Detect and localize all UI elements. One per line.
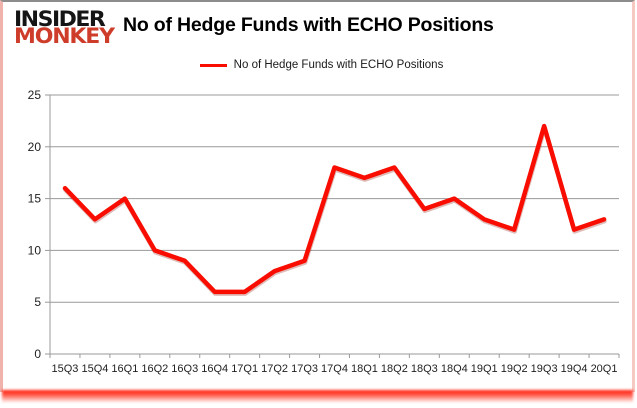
x-axis-label-18Q2: 18Q2 (381, 363, 408, 375)
x-axis-label-17Q3: 17Q3 (291, 363, 318, 375)
y-axis-label-0: 0 (34, 347, 41, 361)
insider-monkey-logo: INSIDER MONKEY (14, 8, 115, 50)
x-axis-label-15Q4: 15Q4 (81, 363, 108, 375)
x-axis-label-18Q3: 18Q3 (411, 363, 438, 375)
x-axis-label-19Q1: 19Q1 (471, 363, 498, 375)
x-axis-label-15Q3: 15Q3 (52, 363, 79, 375)
x-axis-label-16Q2: 16Q2 (141, 363, 168, 375)
y-axis-label-10: 10 (28, 243, 42, 257)
chart-title: No of Hedge Funds with ECHO Positions (123, 14, 494, 36)
series-line-shadow (63, 125, 607, 296)
x-axis-label-16Q4: 16Q4 (201, 363, 228, 375)
y-axis-label-25: 25 (28, 88, 42, 102)
x-axis-label-18Q4: 18Q4 (441, 363, 468, 375)
y-axis-label-15: 15 (28, 192, 42, 206)
x-axis-label-19Q2: 19Q2 (501, 363, 528, 375)
x-axis-label-17Q4: 17Q4 (321, 363, 348, 375)
x-axis-label-17Q1: 17Q1 (231, 363, 258, 375)
chart-card: INSIDER MONKEY No of Hedge Funds with EC… (0, 0, 635, 392)
x-axis-label-20Q1: 20Q1 (591, 363, 618, 375)
y-axis-label-20: 20 (28, 140, 42, 154)
logo-text-insider: INSIDER (14, 8, 106, 32)
x-axis-label-19Q4: 19Q4 (561, 363, 588, 375)
chart-legend: No of Hedge Funds with ECHO Positions (3, 59, 637, 71)
series-line-No of Hedge Funds with ECHO Positions (62, 123, 607, 295)
logo-text-monkey: MONKEY (14, 25, 115, 50)
x-axis-label-16Q1: 16Q1 (111, 363, 138, 375)
legend-line-marker (199, 63, 227, 67)
x-axis-label-18Q1: 18Q1 (351, 363, 378, 375)
x-axis-label-17Q2: 17Q2 (261, 363, 288, 375)
legend-label: No of Hedge Funds with ECHO Positions (233, 59, 444, 71)
y-axis-label-5: 5 (34, 295, 41, 309)
card-bottom-glow (2, 390, 633, 403)
x-axis-label-19Q3: 19Q3 (531, 363, 558, 375)
x-axis-label-16Q3: 16Q3 (171, 363, 198, 375)
